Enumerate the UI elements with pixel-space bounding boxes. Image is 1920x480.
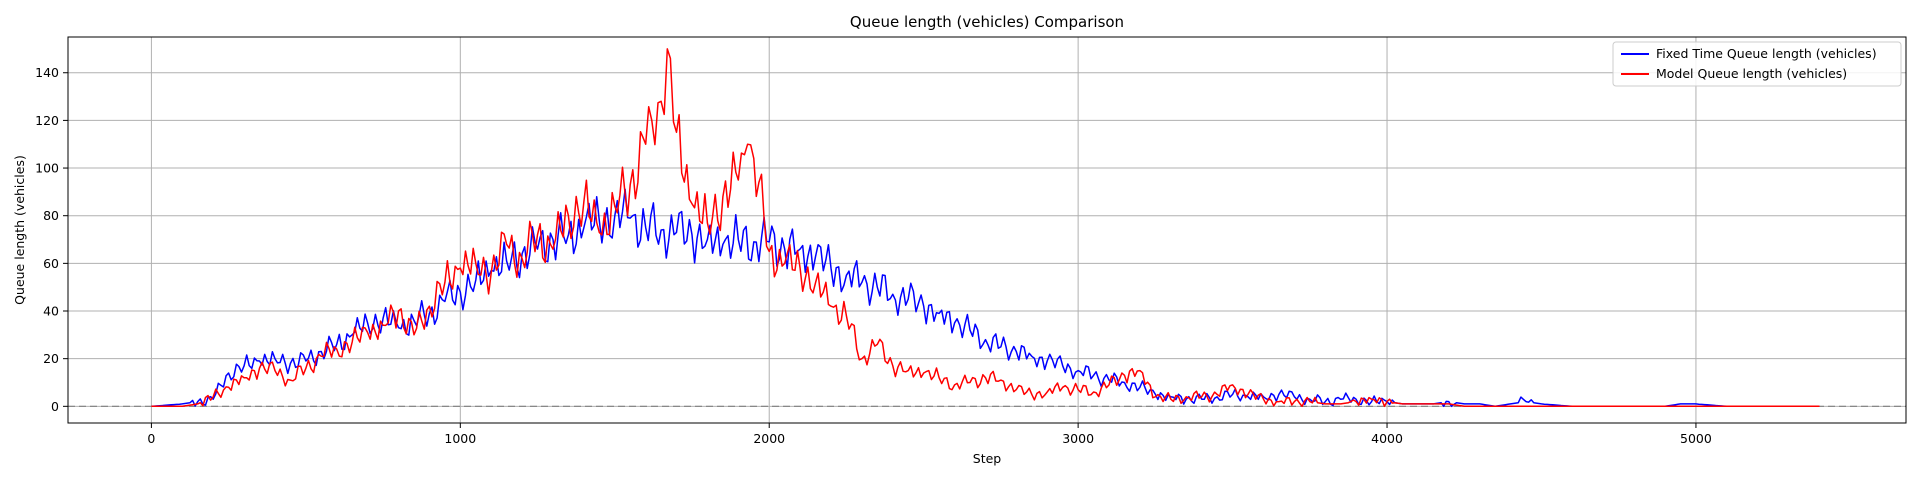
y-tick-label: 60: [43, 256, 59, 271]
legend-box: [1612, 41, 1902, 87]
y-tick-label: 40: [43, 304, 59, 319]
y-tick-label: 0: [51, 399, 59, 414]
chart-title: Queue length (vehicles) Comparison: [850, 13, 1124, 31]
x-tick-label: 4000: [1371, 431, 1403, 446]
series-layer: [151, 48, 1820, 408]
y-tick-label: 120: [35, 113, 59, 128]
axis-ticks: 0 1000 2000 3000 4000 5000 0 20 40 60 80 100 120 140: [35, 65, 1712, 446]
legend: Fixed Time Queue length (vehicles) Model…: [1612, 41, 1902, 87]
plot-frame: [67, 36, 1907, 424]
x-tick-label: 0: [147, 431, 155, 446]
x-tick-label: 2000: [753, 431, 785, 446]
x-tick-label: 5000: [1680, 431, 1712, 446]
y-axis-title: Queue length (vehicles): [12, 155, 27, 305]
series-line-1: [151, 48, 1820, 408]
grid: [68, 37, 1906, 423]
y-tick-label: 20: [43, 351, 59, 366]
y-tick-label: 100: [35, 161, 59, 176]
legend-label-model: Model Queue length (vehicles): [1656, 66, 1847, 81]
x-tick-label: 3000: [1062, 431, 1094, 446]
legend-label-fixed-time: Fixed Time Queue length (vehicles): [1656, 46, 1877, 61]
x-tick-label: 1000: [444, 431, 476, 446]
series-line-0: [151, 188, 1820, 408]
y-tick-label: 140: [35, 65, 59, 80]
x-axis-title: Step: [973, 451, 1002, 466]
y-tick-label: 80: [43, 208, 59, 223]
plot-background: [68, 37, 1906, 423]
